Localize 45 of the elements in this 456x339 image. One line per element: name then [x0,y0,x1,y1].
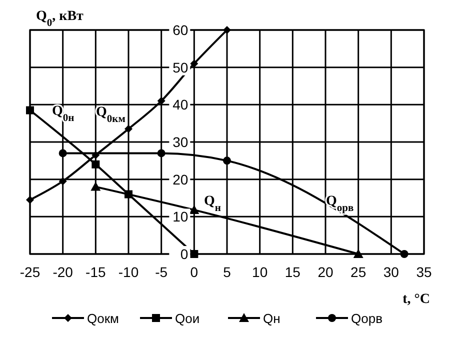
point [190,60,198,68]
point [353,249,364,258]
x-tick-label: 35 [416,264,432,280]
y-tick-label: 10 [172,208,188,225]
point [189,204,200,214]
point [190,250,198,258]
y-tick-label: 20 [172,171,188,188]
point [58,149,67,158]
y-tick-label: 0 [180,246,188,262]
y-axis-title: Q$_{0}$, кВт [36,9,84,28]
x-axis-title: t, °C [402,292,430,307]
legend-label: Qорв [351,311,383,326]
x-tick-label: 10 [252,264,268,280]
point [58,177,67,186]
annotation: Q$_{орв}$ [326,194,354,214]
point [223,156,231,165]
annotation: Q$_{н}$ [204,194,221,214]
x-tick-label: 20 [318,264,334,280]
point [400,250,408,258]
legend-label: Qокм [87,311,120,326]
legend-label: Qои [175,311,200,326]
x-tick-label: -10 [118,264,139,280]
x-tick-label: -15 [86,264,106,280]
point [157,96,166,105]
legend-label: Qн [263,311,280,326]
x-tick-label: 0 [190,264,198,280]
y-tick-label: 30 [172,134,188,150]
y-tick-label: 50 [172,59,188,76]
point [90,182,101,191]
x-tick-label: -25 [20,264,40,280]
point [157,149,166,158]
point [26,106,34,114]
annotation: Q$_{0км}$ [96,105,126,124]
x-tick-label: 5 [223,264,232,280]
point [92,160,100,168]
point [124,124,132,133]
x-tick-label: -5 [155,264,168,280]
point [26,196,34,204]
y-tick-label: 60 [172,22,188,38]
y-tick-label: 40 [172,96,188,113]
x-tick-label: -20 [52,264,74,280]
x-tick-label: 30 [383,264,400,280]
x-tick-label: 25 [350,264,366,280]
x-tick-label: 15 [284,264,301,280]
point [223,26,231,34]
